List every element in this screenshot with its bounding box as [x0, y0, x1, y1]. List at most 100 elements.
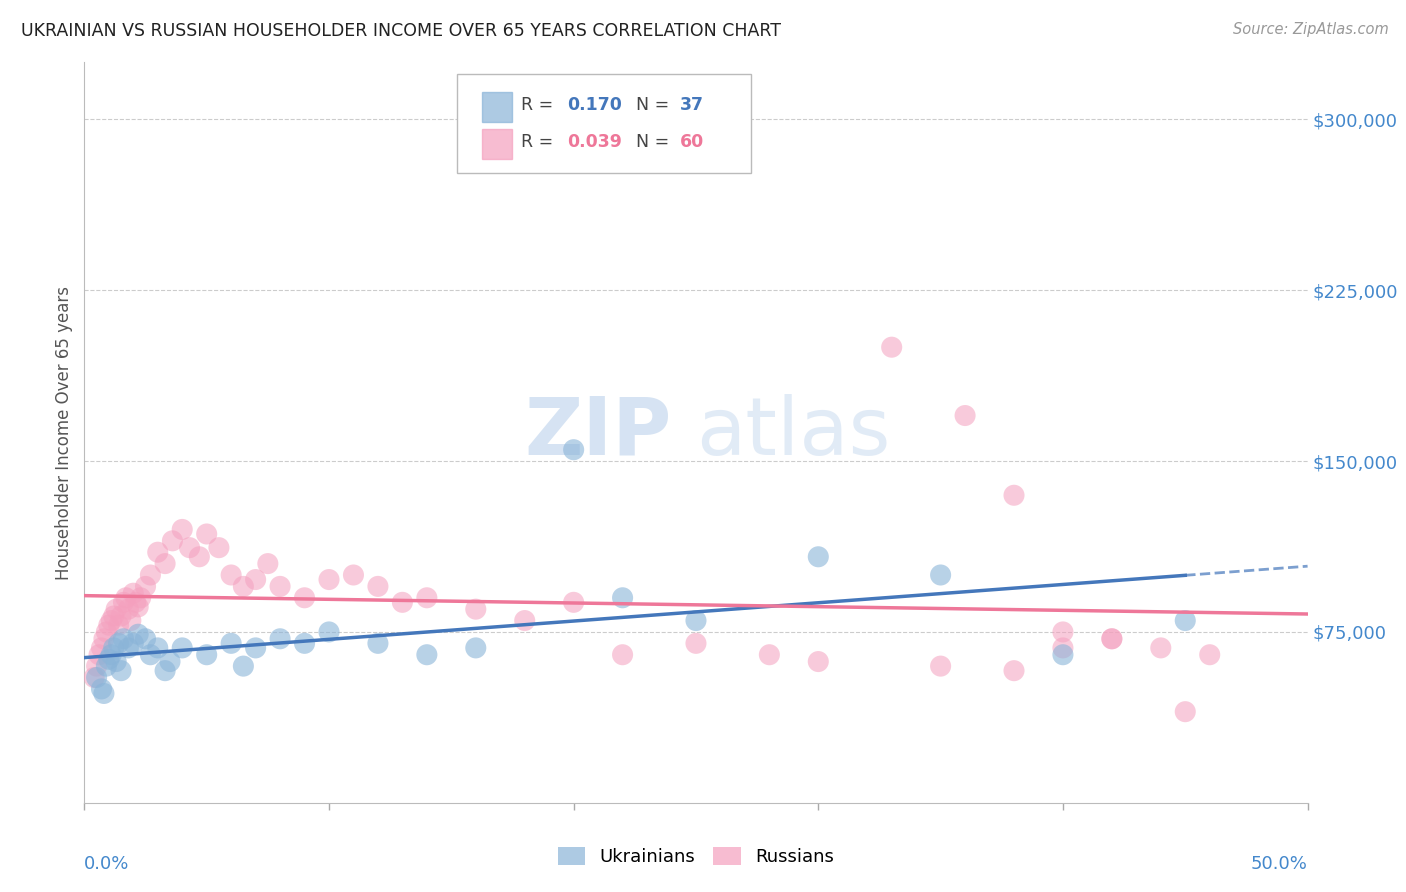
- Point: [153, 664, 176, 678]
- Point: [100, 614, 122, 628]
- Point: [513, 614, 536, 628]
- Point: [391, 595, 413, 609]
- Point: [110, 664, 132, 678]
- Point: [612, 648, 634, 662]
- Point: [294, 636, 316, 650]
- Point: [103, 609, 125, 624]
- Point: [195, 648, 218, 662]
- Point: [139, 568, 162, 582]
- Point: [105, 602, 128, 616]
- Point: [90, 681, 112, 696]
- Text: 50.0%: 50.0%: [1251, 855, 1308, 872]
- Point: [269, 579, 291, 593]
- Point: [1002, 488, 1025, 502]
- Point: [122, 636, 145, 650]
- Point: [232, 579, 254, 593]
- Point: [1101, 632, 1123, 646]
- Point: [162, 533, 184, 548]
- Point: [146, 640, 169, 655]
- Point: [107, 636, 129, 650]
- Point: [685, 636, 707, 650]
- Point: [100, 648, 122, 662]
- Point: [367, 636, 389, 650]
- Point: [1002, 664, 1025, 678]
- Point: [97, 618, 120, 632]
- Point: [416, 648, 439, 662]
- Point: [93, 686, 115, 700]
- Point: [146, 545, 169, 559]
- Text: atlas: atlas: [696, 393, 890, 472]
- Point: [120, 614, 142, 628]
- Point: [117, 640, 139, 655]
- Point: [269, 632, 291, 646]
- Point: [90, 640, 112, 655]
- Point: [129, 591, 152, 605]
- Text: R =: R =: [522, 134, 558, 152]
- Text: Source: ZipAtlas.com: Source: ZipAtlas.com: [1233, 22, 1389, 37]
- Point: [807, 655, 830, 669]
- Point: [257, 557, 280, 571]
- Point: [87, 648, 110, 662]
- Point: [135, 579, 157, 593]
- Point: [1174, 705, 1197, 719]
- Point: [1052, 648, 1074, 662]
- Point: [562, 442, 585, 457]
- Point: [929, 568, 952, 582]
- Point: [685, 614, 707, 628]
- Text: 37: 37: [681, 96, 704, 114]
- Point: [188, 549, 211, 564]
- Point: [245, 640, 267, 655]
- Point: [195, 527, 218, 541]
- Point: [232, 659, 254, 673]
- Point: [1150, 640, 1173, 655]
- Point: [245, 573, 267, 587]
- Point: [318, 624, 340, 639]
- Point: [953, 409, 976, 423]
- Point: [208, 541, 231, 555]
- Legend: Ukrainians, Russians: Ukrainians, Russians: [550, 838, 842, 875]
- Text: N =: N =: [626, 134, 675, 152]
- Text: R =: R =: [522, 96, 558, 114]
- FancyBboxPatch shape: [482, 92, 513, 121]
- Point: [367, 579, 389, 593]
- Point: [105, 655, 128, 669]
- Point: [139, 648, 162, 662]
- Text: N =: N =: [626, 96, 675, 114]
- Point: [107, 618, 129, 632]
- Point: [807, 549, 830, 564]
- Point: [1198, 648, 1220, 662]
- Point: [318, 573, 340, 587]
- Text: 60: 60: [681, 134, 704, 152]
- Point: [179, 541, 201, 555]
- Point: [110, 609, 132, 624]
- Point: [115, 591, 138, 605]
- Text: UKRAINIAN VS RUSSIAN HOUSEHOLDER INCOME OVER 65 YEARS CORRELATION CHART: UKRAINIAN VS RUSSIAN HOUSEHOLDER INCOME …: [21, 22, 782, 40]
- Point: [135, 632, 157, 646]
- Point: [219, 636, 242, 650]
- Point: [172, 640, 194, 655]
- FancyBboxPatch shape: [457, 73, 751, 173]
- Point: [929, 659, 952, 673]
- Point: [86, 671, 108, 685]
- Point: [612, 591, 634, 605]
- Point: [1101, 632, 1123, 646]
- Point: [112, 632, 135, 646]
- Text: ZIP: ZIP: [524, 393, 672, 472]
- Point: [103, 640, 125, 655]
- Point: [112, 595, 135, 609]
- Point: [1052, 624, 1074, 639]
- FancyBboxPatch shape: [482, 129, 513, 159]
- Point: [1052, 640, 1074, 655]
- Point: [127, 599, 149, 614]
- Y-axis label: Householder Income Over 65 years: Householder Income Over 65 years: [55, 285, 73, 580]
- Point: [86, 659, 108, 673]
- Text: 0.0%: 0.0%: [84, 855, 129, 872]
- Point: [96, 659, 118, 673]
- Point: [562, 595, 585, 609]
- Point: [96, 624, 118, 639]
- Point: [127, 627, 149, 641]
- Point: [464, 640, 486, 655]
- Point: [97, 652, 120, 666]
- Text: 0.170: 0.170: [568, 96, 623, 114]
- Point: [117, 602, 139, 616]
